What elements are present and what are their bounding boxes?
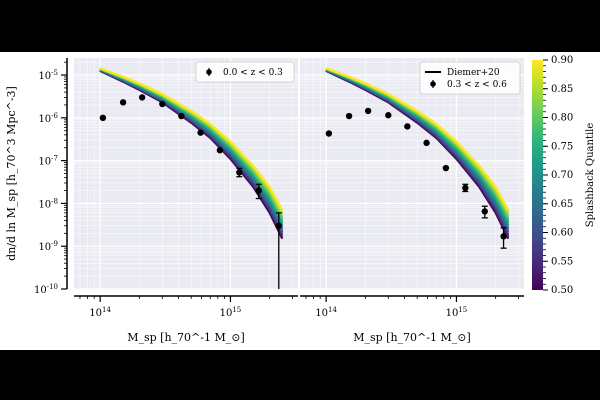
y-axis-label: dn/d ln M_sp [h_70^3 Mpc^-3] bbox=[5, 86, 18, 261]
model-band bbox=[99, 67, 284, 240]
data-point bbox=[99, 114, 107, 122]
y-tick-label: 10-6 bbox=[38, 112, 58, 125]
y-tick-label: 10-7 bbox=[38, 155, 58, 168]
data-point bbox=[159, 100, 166, 108]
x-tick-label: 1015 bbox=[220, 306, 242, 319]
data-series bbox=[325, 107, 507, 249]
y-tick-label: 10-9 bbox=[38, 240, 58, 253]
data-point bbox=[385, 112, 392, 119]
colorbar-tick-label: 0.80 bbox=[551, 113, 573, 124]
x-tick-label: 1014 bbox=[315, 306, 337, 319]
data-point bbox=[423, 139, 430, 147]
data-point bbox=[481, 208, 488, 215]
legend-label: Diemer+20 bbox=[447, 68, 500, 78]
legend-label: 0.0 < z < 0.3 bbox=[223, 68, 283, 78]
data-point bbox=[255, 187, 262, 194]
data-series bbox=[99, 94, 282, 289]
colorbar-tick-label: 0.90 bbox=[551, 55, 573, 66]
data-point bbox=[178, 112, 185, 120]
legend-box bbox=[419, 61, 521, 95]
colorbar-tick-label: 0.65 bbox=[551, 199, 573, 210]
y-tick-label: 10-5 bbox=[38, 69, 58, 82]
x-axis-label-text: M_sp [h_70^-1 M_⊙] bbox=[353, 331, 471, 344]
colorbar-label: Splashback Quantile bbox=[585, 123, 596, 228]
colorbar-tick-label: 0.70 bbox=[551, 170, 573, 181]
legend-box bbox=[195, 61, 295, 83]
figure: 1014 1015 10-10 10-9 10-8 10-7 10-6 10-5 0.0 < z… bbox=[0, 52, 600, 350]
model-curve bbox=[99, 67, 284, 211]
data-point bbox=[345, 112, 353, 120]
data-point bbox=[364, 107, 372, 115]
x-axis-label-right: M_sp [h_70^-1 M_⊙] bbox=[353, 331, 471, 344]
model-curve bbox=[325, 67, 510, 211]
legend: 0.0 < z < 0.3 bbox=[195, 61, 295, 83]
x-axis-label-left: M_sp [h_70^-1 M_⊙] bbox=[127, 331, 245, 344]
y-tick-label: 10-10 bbox=[34, 283, 58, 296]
x-axis-label-text: M_sp [h_70^-1 M_⊙] bbox=[127, 331, 245, 344]
axes: 1014 1015 10-10 10-9 10-8 10-7 10-6 10-5 bbox=[34, 58, 298, 319]
colorbar-tick-label: 0.50 bbox=[551, 285, 573, 296]
y-tick-label: 10-8 bbox=[38, 197, 58, 210]
data-point bbox=[275, 222, 282, 229]
data-point bbox=[138, 94, 146, 101]
grid bbox=[74, 58, 298, 290]
colorbar: 0.50 0.55 0.60 0.65 0.70 0.75 0.80 0.85 0.90 Spla… bbox=[532, 55, 596, 296]
colorbar-tick-label: 0.55 bbox=[551, 256, 573, 267]
colorbar-tick-label: 0.85 bbox=[551, 84, 573, 95]
legend-point-marker bbox=[206, 69, 212, 75]
panel-right: 1014 1015 Diemer+20 0.3 < z < 0.6 bbox=[300, 58, 524, 319]
legend-label: 0.3 < z < 0.6 bbox=[447, 80, 507, 90]
data-point bbox=[236, 169, 243, 176]
data-point bbox=[404, 123, 411, 130]
data-point bbox=[325, 130, 333, 137]
data-point bbox=[197, 129, 204, 136]
chart-svg: 1014 1015 10-10 10-9 10-8 10-7 10-6 10-5 0.0 < z… bbox=[5, 55, 596, 344]
colorbar-tick-label: 0.60 bbox=[551, 228, 573, 239]
legend: Diemer+20 0.3 < z < 0.6 bbox=[419, 61, 521, 95]
x-tick-label: 1014 bbox=[89, 306, 111, 319]
data-point bbox=[442, 164, 450, 172]
panel-left: 1014 1015 10-10 10-9 10-8 10-7 10-6 10-5 0.0 < z… bbox=[34, 58, 298, 319]
model-band bbox=[325, 67, 510, 240]
data-point bbox=[216, 147, 224, 154]
colorbar-gradient bbox=[532, 60, 543, 290]
colorbar-tick-label: 0.75 bbox=[551, 141, 573, 152]
data-point bbox=[119, 99, 127, 106]
data-point bbox=[500, 233, 507, 240]
legend-point-marker bbox=[430, 81, 436, 87]
x-tick-label: 1015 bbox=[446, 306, 468, 319]
y-axis-label-text: dn/d ln M_sp [h_70^3 Mpc^-3] bbox=[5, 86, 18, 261]
axes: 1014 1015 bbox=[300, 295, 524, 319]
data-point bbox=[462, 184, 469, 192]
